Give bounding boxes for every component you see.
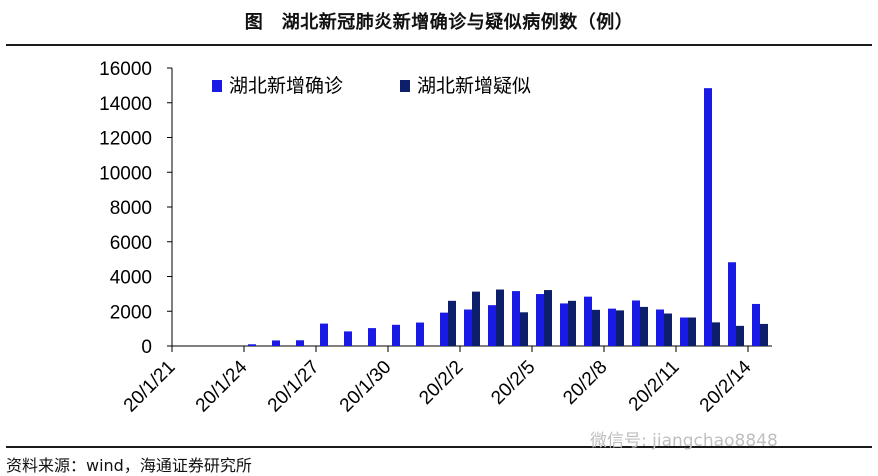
y-tick-label: 10000	[99, 163, 152, 184]
y-tick-label: 0	[141, 337, 152, 358]
confirmed-bar	[296, 340, 304, 346]
bar-chart: 0 2000 4000 6000 8000 10000 12000 14000 16000 20/…	[99, 59, 772, 417]
y-tick-label: 16000	[99, 59, 152, 80]
confirmed-bar	[272, 340, 280, 346]
confirmed-bar	[392, 324, 400, 346]
x-tick-label: 20/1/24	[192, 356, 252, 416]
x-tick-label: 20/2/5	[487, 357, 539, 409]
source-note: 资料来源：wind，海通证券研究所	[6, 456, 252, 475]
confirmed-bar	[752, 303, 760, 346]
suspected-bar	[568, 300, 576, 346]
suspected-bar	[640, 306, 648, 346]
x-tick-label: 20/1/21	[120, 357, 180, 417]
x-tick-label: 20/2/8	[559, 357, 611, 409]
watermark: 微信号: jiangchao8848	[590, 431, 778, 451]
confirmed-bar	[368, 328, 376, 346]
chart-title: 图 湖北新冠肺炎新增确诊与疑似病例数（例）	[244, 12, 634, 33]
confirmed-bar	[464, 309, 472, 346]
y-tick-label: 6000	[110, 233, 152, 254]
confirmed-bar	[608, 308, 616, 346]
suspected-bar	[448, 300, 456, 346]
suspected-bar	[664, 313, 672, 346]
legend-label: 湖北新增疑似	[417, 75, 531, 97]
bottom-rule	[6, 446, 872, 448]
confirmed-bar	[320, 323, 328, 346]
y-tick-label: 2000	[110, 302, 152, 323]
confirmed-bar	[584, 296, 592, 346]
y-tick-label: 8000	[110, 198, 152, 219]
x-tick-label: 20/1/27	[264, 357, 324, 417]
y-tick-label: 14000	[99, 94, 152, 115]
suspected-bar	[496, 289, 504, 346]
confirmed-bar	[440, 312, 448, 346]
y-tick-label: 4000	[110, 268, 152, 289]
confirmed-bar	[536, 294, 544, 346]
x-tick-label: 20/1/30	[336, 357, 396, 417]
confirmed-bar	[344, 331, 352, 346]
confirmed-bar	[632, 300, 640, 346]
suspected-bar	[712, 322, 720, 346]
top-rule	[6, 44, 872, 46]
suspected-bar	[592, 309, 600, 346]
x-tick-label: 20/2/2	[415, 357, 467, 409]
suspected-bar	[760, 323, 768, 346]
y-tick-label: 12000	[99, 129, 152, 150]
confirmed-bar	[728, 262, 736, 346]
suspected-bar	[544, 290, 552, 346]
legend-swatch	[400, 80, 410, 92]
suspected-bar	[520, 312, 528, 346]
suspected-bar	[616, 310, 624, 346]
confirmed-bar	[416, 322, 424, 346]
confirmed-bar	[488, 305, 496, 346]
confirmed-bar	[560, 303, 568, 346]
legend-label: 湖北新增确诊	[229, 75, 343, 97]
confirmed-bar	[248, 344, 256, 346]
confirmed-bar	[512, 291, 520, 346]
x-tick-label: 20/2/11	[625, 357, 684, 416]
confirmed-bar	[704, 88, 712, 346]
suspected-bar	[472, 291, 480, 346]
legend-swatch	[212, 80, 222, 92]
confirmed-bar	[656, 309, 664, 346]
suspected-bar	[736, 325, 744, 346]
suspected-bar	[688, 317, 696, 346]
confirmed-bar	[680, 317, 688, 346]
x-tick-label: 20/2/14	[696, 356, 756, 416]
